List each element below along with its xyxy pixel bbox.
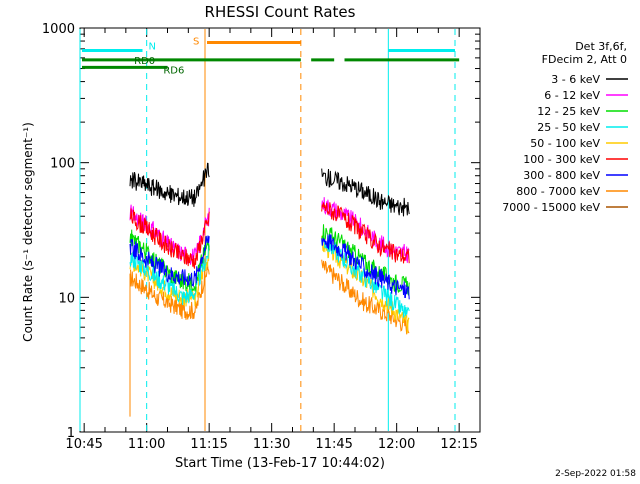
- timestamp: 2-Sep-2022 01:58: [555, 469, 636, 479]
- x-tick-label: 11:00: [128, 437, 165, 452]
- x-axis-label: Start Time (13-Feb-17 10:44:02): [175, 456, 385, 471]
- series-line: [129, 162, 210, 207]
- legend-label: 6 - 12 keV: [544, 89, 600, 102]
- x-tick-label: 11:15: [190, 437, 227, 452]
- flag-label-rd0: RD0: [134, 56, 155, 67]
- legend-label: 800 - 7000 keV: [516, 185, 600, 198]
- y-axis-label: Count Rate (s⁻¹ detector segment⁻¹): [21, 122, 35, 342]
- series-line: [129, 263, 210, 320]
- flag-label-s: S: [193, 37, 199, 48]
- series-line: [321, 235, 410, 334]
- series-line: [129, 235, 210, 288]
- y-tick-label: 100: [50, 157, 75, 172]
- legend-label: 50 - 100 keV: [530, 137, 600, 150]
- legend-label: 300 - 800 keV: [523, 169, 600, 182]
- y-tick-label: 10: [58, 291, 75, 306]
- series-line: [321, 234, 410, 300]
- x-tick-label: 10:45: [65, 437, 102, 452]
- flag-label-n: N: [149, 42, 156, 53]
- legend-header-1: Det 3f,6f,: [575, 40, 627, 53]
- series-line: [321, 224, 410, 296]
- y-tick-label: 1: [67, 426, 75, 441]
- series-line: [129, 204, 210, 265]
- legend-label: 100 - 300 keV: [523, 153, 600, 166]
- x-tick-label: 12:15: [440, 437, 477, 452]
- flag-label-rd6: RD6: [163, 65, 184, 76]
- y-axis-label-group: Count Rate (s⁻¹ detector segment⁻¹): [21, 122, 35, 342]
- legend-label: 3 - 6 keV: [551, 73, 600, 86]
- x-tick-label: 12:00: [378, 437, 415, 452]
- x-tick-label: 11:30: [253, 437, 290, 452]
- series-line: [321, 202, 410, 264]
- series-line: [321, 259, 410, 335]
- series-line: [321, 168, 410, 217]
- chart-title: RHESSI Count Rates: [205, 3, 356, 21]
- series-line: [129, 208, 210, 269]
- x-tick-label: 11:45: [315, 437, 352, 452]
- legend-label: 25 - 50 keV: [537, 121, 600, 134]
- legend-label: 7000 - 15000 keV: [502, 201, 600, 214]
- legend-label: 12 - 25 keV: [537, 105, 600, 118]
- legend-header-2: FDecim 2, Att 0: [542, 53, 627, 66]
- y-tick-label: 1000: [42, 22, 75, 37]
